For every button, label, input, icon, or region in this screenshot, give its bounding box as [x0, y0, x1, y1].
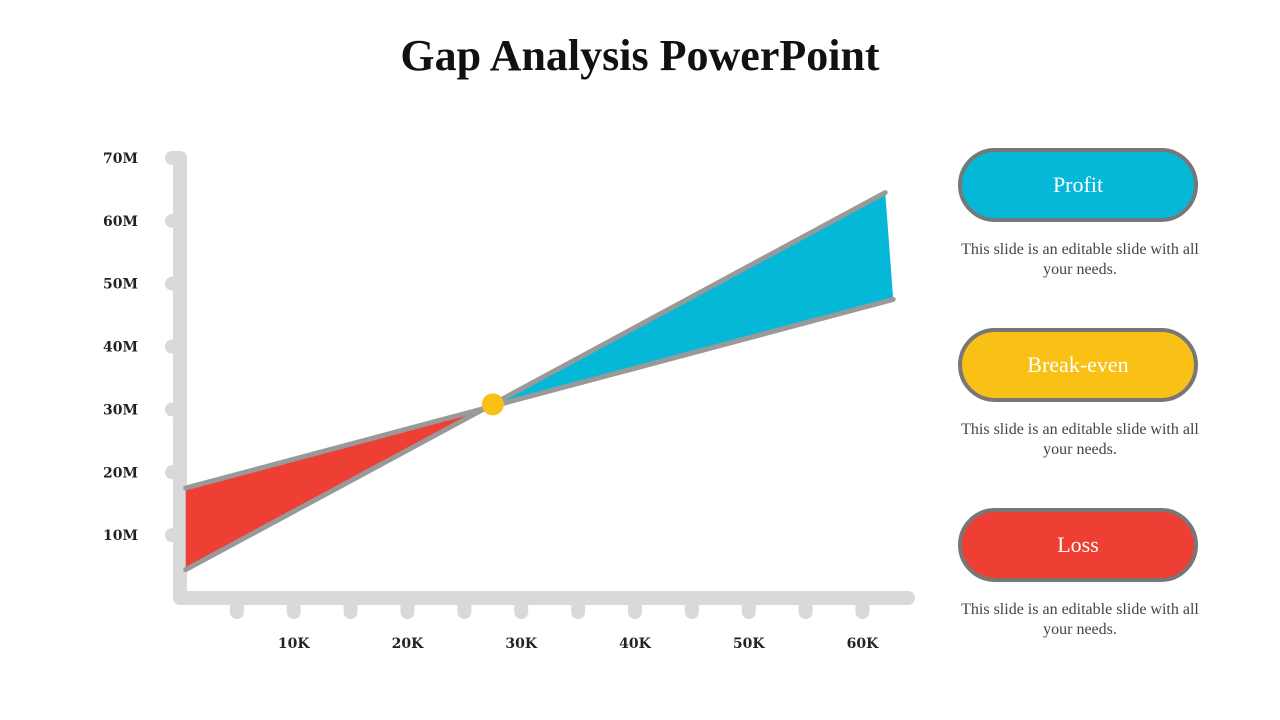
y-tick-label: 20M [103, 465, 138, 481]
x-tick-label: 10K [278, 636, 310, 652]
legend-profit-label: Profit [1052, 172, 1104, 197]
x-tick-label: 30K [505, 636, 537, 652]
y-tick-label: 70M [103, 151, 138, 167]
page-title: Gap Analysis PowerPoint [400, 31, 880, 80]
legend-breakeven-pill: Break-even [958, 328, 1198, 402]
series-line-steep [183, 190, 888, 573]
legend-breakeven-label: Break-even [1027, 352, 1129, 377]
x-tick-label: 60K [847, 636, 879, 652]
legend-loss-desc: This slide is an editable slide with all… [961, 601, 1199, 638]
x-tick-label: 40K [619, 636, 651, 652]
legend-breakeven-desc: This slide is an editable slide with all… [961, 421, 1199, 458]
y-tick-label: 50M [103, 277, 138, 293]
break-even-point [481, 393, 504, 416]
y-tick-label: 40M [103, 340, 138, 356]
series-line-shallow [183, 296, 896, 491]
legend-profit-pill: Profit [958, 148, 1198, 222]
x-tick-label: 50K [733, 636, 765, 652]
y-tick-label: 60M [103, 214, 138, 230]
legend-profit-desc: This slide is an editable slide with all… [961, 241, 1199, 278]
y-tick-label: 10M [103, 528, 138, 544]
legend-loss-pill: Loss [958, 508, 1198, 582]
x-tick-label: 20K [392, 636, 424, 652]
legend-loss-label: Loss [1057, 532, 1099, 557]
y-tick-label: 30M [103, 402, 138, 418]
